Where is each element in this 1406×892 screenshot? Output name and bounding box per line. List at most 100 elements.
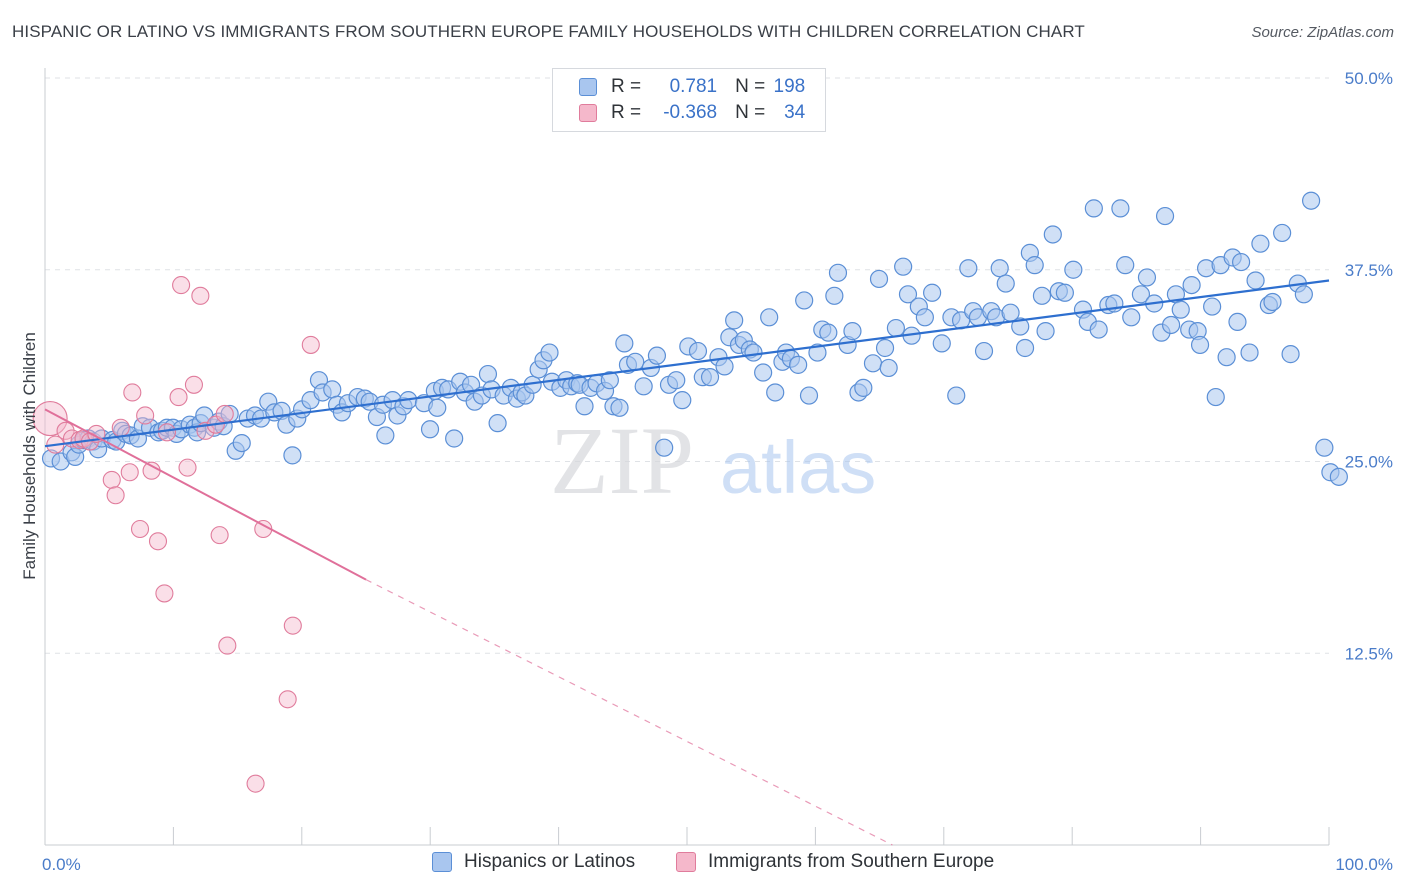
legend-item-hispanics[interactable]: Hispanics or Latinos xyxy=(432,851,635,873)
trend-line-southern-europe-extension xyxy=(365,579,893,846)
y-tick-label: 50.0% xyxy=(1345,69,1393,88)
scatter-point-hispanics xyxy=(478,364,498,384)
legend-r-label: R = xyxy=(611,102,642,123)
scatter-point-hispanics xyxy=(1203,297,1222,316)
scatter-point-southern-europe xyxy=(169,388,188,407)
scatter-point-hispanics xyxy=(715,357,734,376)
scatter-point-hispanics xyxy=(1315,438,1334,457)
scatter-point-hispanics xyxy=(1161,315,1181,335)
y-tick-label: 12.5% xyxy=(1345,644,1393,663)
scatter-point-hispanics xyxy=(445,429,464,448)
x-tick-labels: 0.0% 100.0% xyxy=(42,855,1393,874)
scatter-point-southern-europe xyxy=(120,463,139,482)
scatter-point-hispanics xyxy=(1231,252,1251,272)
scatter-point-hispanics xyxy=(799,386,819,405)
legend-n-label: N = xyxy=(735,102,766,123)
legend-swatch-blue xyxy=(579,78,597,96)
scatter-point-southern-europe xyxy=(136,406,155,425)
scatter-point-hispanics xyxy=(828,263,848,282)
scatter-point-hispanics xyxy=(1089,320,1108,339)
scatter-point-hispanics xyxy=(819,323,838,342)
correlation-legend: R = 0.781 N = 198 R = -0.368 N = 34 xyxy=(552,68,826,132)
source-credit: Source: ZipAtlas.com xyxy=(1251,24,1394,41)
scatter-point-hispanics xyxy=(915,308,934,327)
scatter-point-southern-europe xyxy=(111,418,130,437)
scatter-point-hispanics xyxy=(959,259,978,278)
scatter-point-hispanics xyxy=(863,354,883,373)
scatter-point-southern-europe xyxy=(184,375,203,394)
scatter-point-hispanics xyxy=(947,386,966,405)
y-axis-label: Family Households with Children xyxy=(20,332,39,580)
scatter-point-hispanics xyxy=(600,371,619,390)
scatter-point-hispanics xyxy=(1116,256,1135,275)
legend-swatch-blue xyxy=(432,852,452,872)
legend-swatch-pink xyxy=(579,104,597,122)
scatter-point-hispanics xyxy=(673,391,692,410)
scatter-point-hispanics xyxy=(1015,338,1035,358)
x-tick-label-min: 0.0% xyxy=(42,855,81,874)
scatter-point-hispanics xyxy=(879,358,898,378)
scatter-point-hispanics xyxy=(700,368,720,387)
scatter-point-hispanics xyxy=(1182,275,1201,295)
scatter-point-hispanics xyxy=(1251,234,1270,253)
scatter-point-hispanics xyxy=(760,308,779,327)
scatter-point-hispanics xyxy=(1055,283,1074,302)
scatter-point-hispanics xyxy=(1032,286,1052,305)
scatter-point-hispanics xyxy=(808,343,827,362)
scatter-point-hispanics xyxy=(626,352,645,371)
scatter-point-southern-europe xyxy=(172,276,191,295)
scatter-point-hispanics xyxy=(1122,308,1141,327)
scatter-point-hispanics xyxy=(1190,335,1210,355)
scatter-point-hispanics xyxy=(1111,199,1130,218)
chart-title: HISPANIC OR LATINO VS IMMIGRANTS FROM SO… xyxy=(12,22,1085,41)
scatter-point-hispanics xyxy=(725,311,744,330)
series-hispanics-points xyxy=(41,191,1348,486)
scatter-point-hispanics xyxy=(766,383,785,402)
scatter-point-hispanics xyxy=(1025,256,1044,275)
scatter-point-southern-europe xyxy=(155,584,174,603)
scatter-point-hispanics xyxy=(1137,268,1157,287)
scatter-point-hispanics xyxy=(1155,206,1175,226)
scatter-point-hispanics xyxy=(1171,300,1190,319)
scatter-point-hispanics xyxy=(854,378,873,397)
scatter-point-southern-europe xyxy=(106,486,125,505)
scatter-point-hispanics xyxy=(974,341,994,361)
scatter-point-hispanics xyxy=(744,343,763,362)
scatter-point-hispanics xyxy=(667,371,686,390)
scatter-point-southern-europe xyxy=(283,616,302,635)
scatter-point-hispanics xyxy=(323,380,342,399)
legend-label-southern-europe: Immigrants from Southern Europe xyxy=(708,851,995,872)
scatter-point-southern-europe xyxy=(178,458,197,477)
scatter-point-hispanics xyxy=(420,420,440,439)
x-tick-label-max: 100.0% xyxy=(1335,855,1393,874)
watermark-zip: ZIP xyxy=(550,407,694,514)
scatter-point-hispanics xyxy=(825,286,844,305)
legend-item-southern-europe[interactable]: Immigrants from Southern Europe xyxy=(676,851,994,873)
y-tick-labels: 12.5% 25.0% 37.5% 50.0% xyxy=(1345,69,1393,663)
scatter-point-hispanics xyxy=(923,283,942,302)
scatter-point-hispanics xyxy=(376,426,395,445)
scatter-point-hispanics xyxy=(1263,292,1282,312)
scatter-point-hispanics xyxy=(789,355,808,374)
legend-n-value: 198 xyxy=(773,76,806,97)
scatter-point-southern-europe xyxy=(191,286,210,305)
legend-r-label: R = xyxy=(611,76,642,97)
scatter-point-hispanics xyxy=(1217,348,1236,367)
scatter-point-southern-europe xyxy=(56,421,75,440)
scatter-point-southern-europe xyxy=(148,532,168,551)
watermark-atlas: atlas xyxy=(720,426,876,509)
y-tick-label: 25.0% xyxy=(1345,453,1393,472)
series-legend: Hispanics or Latinos Immigrants from Sou… xyxy=(0,851,1406,877)
scatter-point-hispanics xyxy=(1294,285,1313,304)
scatter-point-hispanics xyxy=(886,318,906,338)
scatter-point-southern-europe xyxy=(130,519,150,539)
y-tick-label: 37.5% xyxy=(1345,261,1393,280)
legend-n-label: N = xyxy=(735,76,766,97)
scatter-point-southern-europe xyxy=(123,383,142,402)
scatter-point-hispanics xyxy=(1043,225,1062,244)
scatter-point-southern-europe xyxy=(218,636,237,655)
scatter-point-hispanics xyxy=(461,375,481,394)
scatter-point-hispanics xyxy=(610,398,629,417)
scatter-point-southern-europe xyxy=(278,690,297,709)
